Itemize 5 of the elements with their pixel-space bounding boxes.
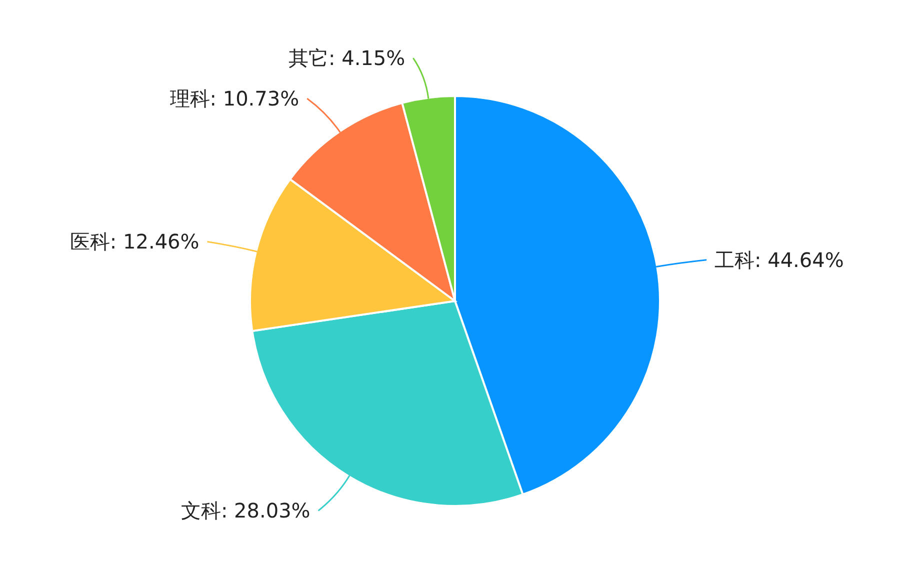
slice-label: 医科: 12.46% (70, 230, 200, 254)
slice-label: 其它: 4.15% (288, 46, 406, 70)
slice-label: 工科: 44.64% (714, 248, 844, 272)
slice-label: 理科: 10.73% (170, 86, 300, 110)
slice-label: 文科: 28.03% (180, 498, 310, 523)
